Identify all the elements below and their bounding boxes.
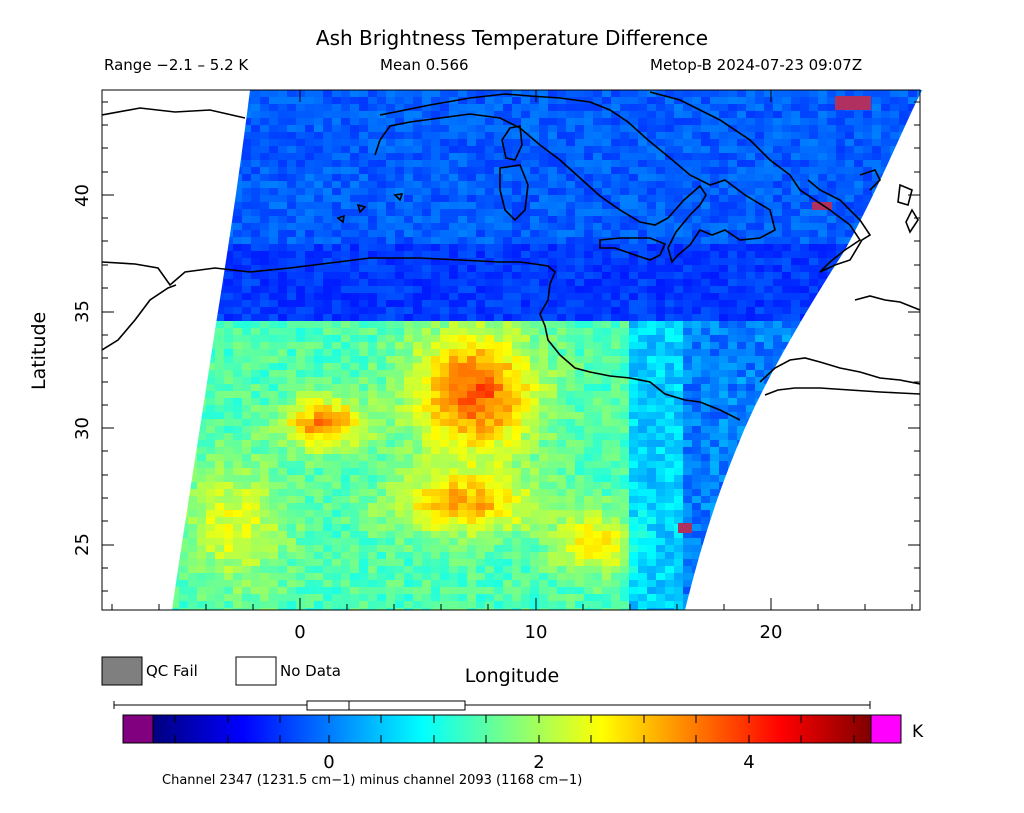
colorbar [152,714,872,744]
lon-tick-label: 20 [760,622,783,643]
y-axis-label: Latitude [28,311,50,390]
channel-description: Channel 2347 (1231.5 cm−1) minus channel… [162,773,583,788]
colorbar-underflow [122,714,154,744]
stats-box-whisker [113,700,871,711]
swath-data-field [172,90,922,610]
colorbar-tick-label: 4 [743,752,754,773]
colorbar-tick-label: 2 [533,752,544,773]
range-label: Range −2.1 – 5.2 K [104,56,249,74]
colorbar-unit: K [912,722,924,742]
x-axis-label: Longitude [464,665,560,687]
colorbar-ticks [174,715,855,743]
axis-ticks [102,90,920,610]
lat-tick-label: 40 [72,184,93,207]
lon-tick-label: 0 [294,622,305,643]
no-data-label: No Data [280,662,341,680]
satellite-time-label: Metop-B 2024-07-23 09:07Z [650,56,863,74]
colorbar-overflow [870,714,902,744]
colorbar-tick-label: 0 [323,752,334,773]
no-data-swatch [235,656,277,686]
coastlines [102,91,920,421]
map-title: Ash Brightness Temperature Difference [315,26,709,50]
plot-frame [101,89,921,611]
mean-label: Mean 0.566 [380,56,469,74]
qc-fail-swatch [101,656,143,686]
lat-tick-label: 25 [72,533,93,556]
lat-tick-label: 30 [72,417,93,440]
lat-tick-label: 35 [72,300,93,323]
lon-tick-label: 10 [525,622,548,643]
qc-fail-label: QC Fail [146,662,198,680]
